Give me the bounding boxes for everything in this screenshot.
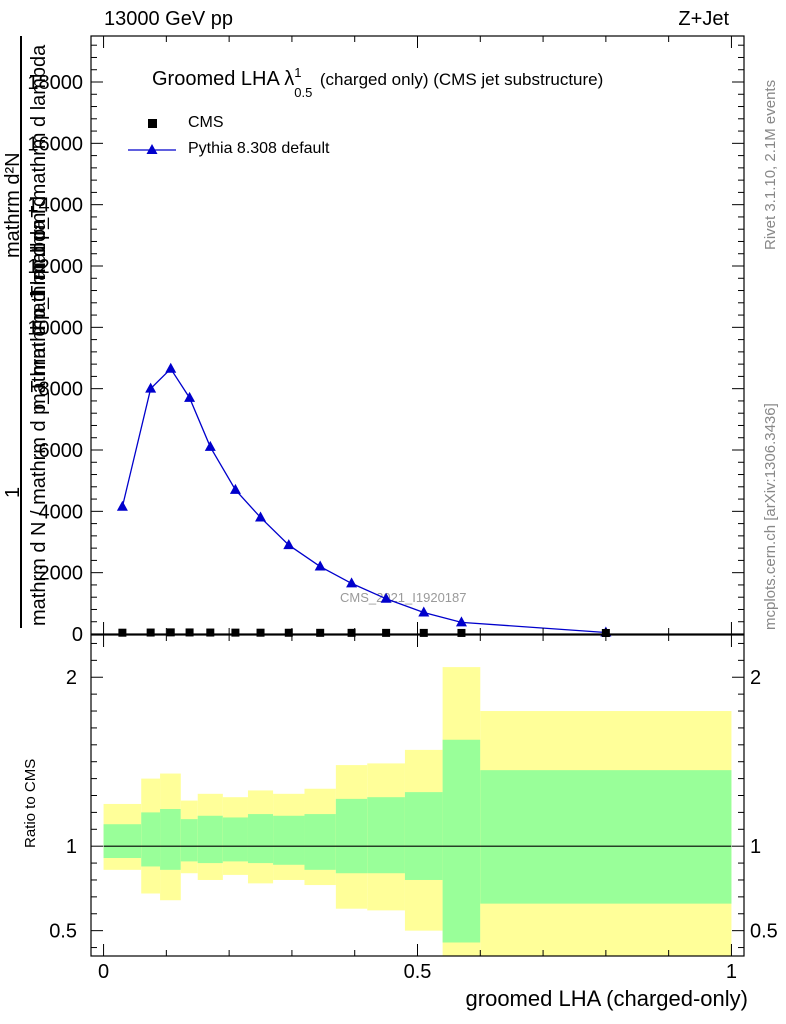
ratio-band-outer: [197, 793, 223, 880]
cms-point: [457, 628, 466, 637]
pythia-point: [455, 616, 467, 627]
pythia-point: [229, 483, 241, 494]
ratio-band-outer: [103, 803, 142, 870]
pythia-point: [346, 577, 358, 588]
ratio-ytick-label-right: 0.5: [750, 921, 778, 943]
pythia-point: [600, 626, 612, 637]
ratio-band-inner: [197, 815, 223, 864]
ratio-band-outer: [367, 763, 405, 911]
cms-point: [231, 628, 240, 637]
ratio-band-outer: [160, 773, 181, 901]
legend-cms-label: CMS: [188, 114, 224, 131]
cms-point: [382, 628, 391, 637]
plot-title-main: Groomed LHA: [152, 68, 279, 90]
pythia-point: [314, 560, 326, 571]
ratio-band-outer: [304, 788, 336, 886]
ratio-band-inner: [404, 792, 443, 880]
plot-title-lambda: λ: [284, 68, 295, 90]
ylabel-one: 1: [2, 486, 24, 498]
header-right: Z+Jet: [678, 8, 729, 30]
ratio-band-inner: [247, 814, 274, 864]
ratio-band-inner: [103, 824, 142, 859]
ylabel-ratio: Ratio to CMS: [22, 758, 39, 848]
ratio-ytick-label: 0.5: [49, 921, 77, 943]
cms-point: [316, 628, 325, 637]
ratio-band-outer: [222, 797, 248, 875]
ratio-band-inner: [480, 770, 732, 904]
cms-point: [347, 628, 356, 637]
plot-title-sup: 1: [294, 65, 302, 80]
ratio-ytick-label: 2: [66, 667, 77, 689]
plot-title: Groomed LHA λ 1 0.5 (charged only) (CMS je…: [152, 65, 604, 100]
ratio-xtick-label: 1: [726, 961, 737, 983]
ratio-band-inner: [180, 819, 198, 862]
rivet-label: Rivet 3.1.10, 2.1M events: [762, 79, 779, 250]
ylabel-fraction-bar: [20, 36, 22, 628]
ratio-band-outer: [480, 711, 732, 956]
pythia-point: [283, 539, 295, 550]
ylabel-denominator: mathrm d N / mathrm d p_T mathrm d lambd…: [28, 219, 50, 626]
ratio-band-inner: [273, 815, 305, 865]
ratio-ytick-label-right: 2: [750, 667, 761, 689]
ratio-band-inner: [442, 739, 481, 943]
ratio-ytick-label-right: 1: [750, 836, 761, 858]
ratio-band-outer: [273, 793, 305, 880]
legend-pythia-marker: [128, 144, 176, 154]
pythia-point: [116, 500, 128, 511]
cms-point: [206, 628, 215, 637]
cms-point: [284, 628, 293, 637]
legend-cms-marker: [148, 119, 157, 128]
ratio-band-outer: [335, 765, 368, 909]
pythia-point: [165, 362, 177, 373]
main-ytick-label: 0: [72, 624, 83, 646]
legend-pythia-label: Pythia 8.308 default: [188, 140, 330, 157]
ratio-band-inner: [367, 797, 405, 874]
xlabel: groomed LHA (charged-only): [465, 986, 748, 1011]
ratio-band-inner: [160, 809, 181, 870]
ratio-band-outer: [180, 800, 198, 874]
plot-title-sub: 0.5: [294, 85, 313, 100]
ratio-ytick-label: 1: [66, 836, 77, 858]
ratio-xtick-label: 0.5: [404, 961, 432, 983]
cms-point: [118, 628, 127, 637]
header-left: 13000 GeV pp: [104, 8, 233, 30]
cms-point: [256, 628, 265, 637]
ratio-xtick-label: 0: [98, 961, 109, 983]
pythia-point: [184, 391, 196, 402]
ratio-band-inner: [304, 814, 336, 870]
ratio-band-inner: [335, 798, 368, 874]
ratio-band-outer: [141, 778, 161, 894]
pythia-point: [145, 382, 157, 393]
cms-point: [166, 628, 175, 637]
pythia-point: [418, 606, 430, 617]
cms-point: [185, 628, 194, 637]
cms-point: [601, 629, 610, 637]
plot-title-rest: (charged only) (CMS jet substructure): [319, 70, 604, 89]
cms-point: [419, 628, 428, 637]
mcplots-label: mcplots.cern.ch [arXiv:1306.3436]: [762, 403, 779, 630]
ratio-frame: [90, 634, 745, 957]
ratio-band-inner: [222, 817, 248, 862]
cms-point: [146, 628, 155, 637]
pythia-point: [255, 511, 267, 522]
ratio-band-inner: [141, 812, 161, 867]
ratio-band-outer: [442, 667, 481, 956]
pythia-point: [204, 440, 216, 451]
ratio-band-outer: [404, 749, 443, 931]
watermark: CMS_2021_I1920187: [340, 590, 467, 605]
ratio-band-outer: [247, 790, 274, 884]
